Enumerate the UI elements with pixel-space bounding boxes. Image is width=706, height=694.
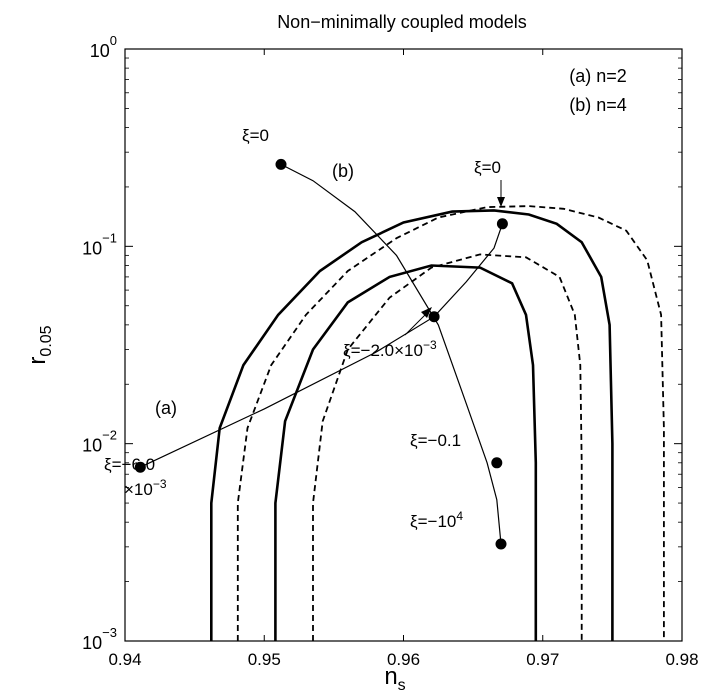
contours-layer xyxy=(210,205,665,641)
y-tick-label: 10−2 xyxy=(82,428,117,456)
x-axis-ticks: 0.94 0.95 0.96 0.97 0.98 xyxy=(108,49,699,669)
x-axis-label: ns xyxy=(384,663,405,694)
annotation-xi-m1e4: ξ=−104 xyxy=(410,509,463,531)
annotation-xi0-a: ξ=0 xyxy=(474,158,501,177)
chart-title: Non−minimally coupled models xyxy=(277,12,527,32)
annotation-xi0-b: ξ=0 xyxy=(242,126,269,145)
x-tick-label: 0.95 xyxy=(248,650,281,669)
arrow-xi0-a xyxy=(497,180,505,207)
legend-entry-b: (b) n=4 xyxy=(569,95,627,115)
y-axis-label-sub: 0.05 xyxy=(38,325,55,356)
data-point-a-0 xyxy=(134,461,146,473)
legend-entry-a: (a) n=2 xyxy=(569,66,627,86)
annotation-b: (b) xyxy=(332,161,354,181)
data-point-a-1 xyxy=(428,311,440,323)
series-line-b xyxy=(280,163,502,545)
y-tick-label: 100 xyxy=(90,33,117,61)
x-tick-label: 0.94 xyxy=(108,650,141,669)
series-layer xyxy=(140,163,503,545)
data-point-b-5 xyxy=(495,538,507,550)
annotation-xi-m2: ξ=−2.0×10−3 xyxy=(343,338,437,360)
annotation-xi-m6-line2: ×10−3 xyxy=(124,477,167,499)
y-axis-ticks: 10−3 10−2 10−1 100 xyxy=(82,33,682,653)
x-tick-label: 0.96 xyxy=(387,650,420,669)
data-point-a-2 xyxy=(496,218,508,230)
x-axis-label-sub: s xyxy=(398,677,406,694)
y-tick-label: 10−1 xyxy=(82,230,117,258)
contour-inner-dashed xyxy=(312,253,583,641)
points-layer xyxy=(134,158,508,550)
annotation-a: (a) xyxy=(155,398,177,418)
arrow-xi-m2 xyxy=(404,307,432,336)
contour-inner-solid xyxy=(274,264,538,641)
x-tick-label: 0.97 xyxy=(526,650,559,669)
contour-outer-solid xyxy=(210,209,614,641)
annotation-xi-m01: ξ=−0.1 xyxy=(410,431,461,450)
x-tick-label: 0.98 xyxy=(665,650,698,669)
contour-outer-dashed xyxy=(236,205,665,641)
y-tick-label: 10−3 xyxy=(82,625,117,653)
data-point-b-3 xyxy=(275,158,287,170)
y-axis-label: r0.05 xyxy=(24,325,55,364)
annotation-xi-m6-line1: ξ=−6.0 xyxy=(104,455,155,474)
data-point-b-4 xyxy=(491,457,503,469)
